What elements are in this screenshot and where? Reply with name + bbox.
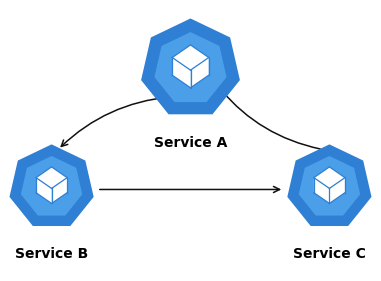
Polygon shape (36, 167, 67, 188)
Polygon shape (314, 167, 345, 188)
Polygon shape (10, 144, 94, 226)
Polygon shape (190, 58, 209, 88)
Polygon shape (172, 58, 190, 88)
Polygon shape (36, 178, 51, 203)
Polygon shape (51, 178, 67, 203)
Polygon shape (330, 178, 345, 203)
Polygon shape (21, 156, 82, 216)
Polygon shape (154, 32, 227, 102)
Polygon shape (314, 178, 330, 203)
FancyArrowPatch shape (61, 97, 170, 146)
Polygon shape (141, 19, 240, 114)
Polygon shape (287, 144, 371, 226)
FancyArrowPatch shape (221, 90, 320, 149)
Text: Service C: Service C (293, 247, 366, 261)
Polygon shape (172, 45, 209, 70)
FancyArrowPatch shape (100, 186, 280, 192)
Text: Service A: Service A (154, 136, 227, 150)
Polygon shape (299, 156, 360, 216)
Text: Service B: Service B (15, 247, 88, 261)
